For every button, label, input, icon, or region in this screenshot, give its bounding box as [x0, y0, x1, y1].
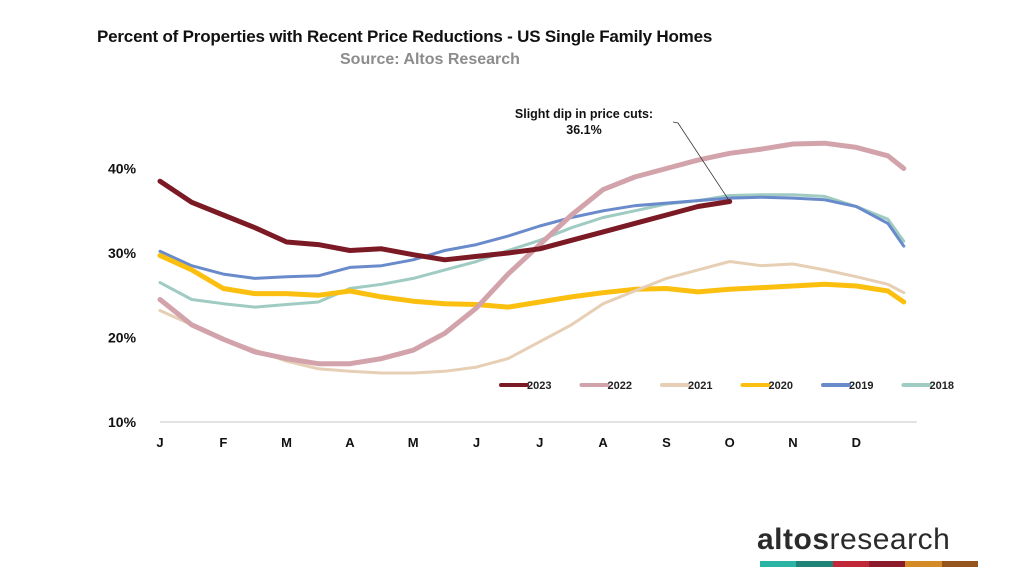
- legend-item-2023: 2023: [499, 380, 551, 392]
- annotation-text-line1: Slight dip in price cuts:: [515, 107, 653, 121]
- legend-item-2020: 2020: [740, 380, 793, 392]
- logo-bar-segment: [832, 561, 869, 567]
- y-tick-label: 10%: [108, 414, 137, 430]
- x-tick-label: J: [536, 435, 543, 450]
- y-tick-label: 30%: [108, 245, 137, 261]
- logo-color-bar: [760, 561, 978, 567]
- legend-label: 2022: [608, 380, 632, 392]
- annotation-text-line2: 36.1%: [566, 123, 601, 137]
- x-tick-label: A: [345, 435, 355, 450]
- x-tick-label: S: [662, 435, 671, 450]
- y-tick-label: 40%: [108, 161, 137, 177]
- annotation-leader-line: [672, 121, 731, 202]
- y-tick-label: 20%: [108, 330, 137, 346]
- series-line-2018: [158, 193, 906, 309]
- legend-label: 2020: [769, 380, 793, 392]
- logo-bar-segment: [905, 561, 942, 567]
- x-tick-label: M: [408, 435, 419, 450]
- series-line-2019: [158, 195, 906, 280]
- x-tick-label: A: [598, 435, 608, 450]
- logo-bar-segment: [760, 561, 797, 567]
- legend-item-2018: 2018: [901, 380, 954, 392]
- x-tick-label: D: [852, 435, 861, 450]
- legend-label: 2019: [849, 380, 873, 392]
- legend-label: 2018: [930, 380, 954, 392]
- series-line-2020: [157, 253, 907, 310]
- x-tick-label: N: [788, 435, 797, 450]
- x-tick-label: J: [473, 435, 480, 450]
- chart-title: Percent of Properties with Recent Price …: [97, 27, 713, 46]
- x-tick-label: F: [219, 435, 227, 450]
- x-tick-label: M: [281, 435, 292, 450]
- legend-item-2021: 2021: [660, 380, 712, 392]
- altos-research-logo: altosresearch: [757, 525, 950, 555]
- series-line-2021: [158, 260, 906, 375]
- series-line-2023: [157, 178, 733, 263]
- logo-bar-segment: [796, 561, 833, 567]
- x-tick-label: J: [156, 435, 163, 450]
- legend-item-2022: 2022: [579, 380, 632, 392]
- annotation: Slight dip in price cuts: 36.1%: [515, 107, 731, 202]
- chart-subtitle: Source: Altos Research: [340, 51, 520, 68]
- logo-light-text: research: [829, 523, 951, 556]
- legend-item-2019: 2019: [821, 380, 873, 392]
- logo-bar-segment: [941, 561, 978, 567]
- logo-bold-text: altos: [757, 523, 830, 556]
- x-tick-label: O: [725, 435, 735, 450]
- logo-bar-segment: [868, 561, 906, 567]
- legend-label: 2021: [688, 380, 712, 392]
- series-line-2022: [157, 140, 907, 367]
- legend-label: 2023: [527, 380, 551, 392]
